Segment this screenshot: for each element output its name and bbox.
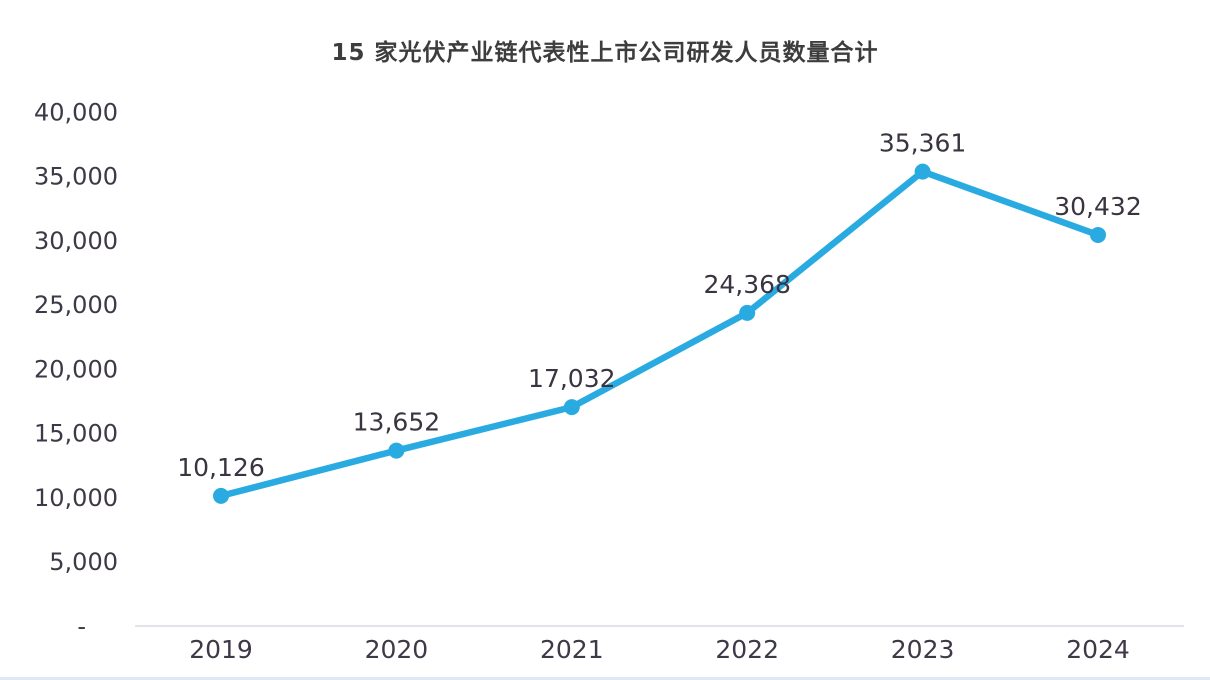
x-tick-label: 2024 (1066, 635, 1130, 664)
y-tick-label: 5,000 (49, 548, 118, 576)
y-tick-label: 30,000 (34, 227, 118, 255)
data-label: 13,652 (353, 408, 440, 437)
data-label: 10,126 (177, 453, 264, 482)
y-tick-label: 35,000 (34, 163, 118, 191)
y-tick-label: 40,000 (34, 98, 118, 126)
trend-line (217, 168, 1102, 500)
data-label: 17,032 (528, 364, 615, 393)
data-label: 30,432 (1054, 192, 1141, 221)
data-point (914, 163, 931, 180)
chart-title: 15 家光伏产业链代表性上市公司研发人员数量合计 (331, 40, 879, 66)
y-tick-label: 20,000 (34, 355, 118, 383)
data-point (1090, 226, 1106, 243)
x-tick-label: 2021 (540, 635, 604, 664)
y-tick-label: 10,000 (34, 484, 118, 512)
y-tick-label: - (77, 612, 86, 640)
x-tick-label: 2020 (365, 635, 429, 664)
x-tick-label: 2019 (189, 635, 253, 664)
x-tick-label: 2022 (715, 635, 779, 664)
data-point (388, 442, 405, 459)
data-point (739, 304, 756, 321)
x-tick-label: 2023 (891, 635, 955, 664)
y-tick-label: 15,000 (34, 420, 118, 448)
y-tick-label: 25,000 (34, 291, 118, 319)
data-label: 24,368 (703, 270, 790, 299)
data-point (213, 487, 229, 504)
data-label: 35,361 (879, 129, 966, 158)
bottom-edge-tint (0, 677, 1210, 680)
data-point (563, 399, 580, 416)
